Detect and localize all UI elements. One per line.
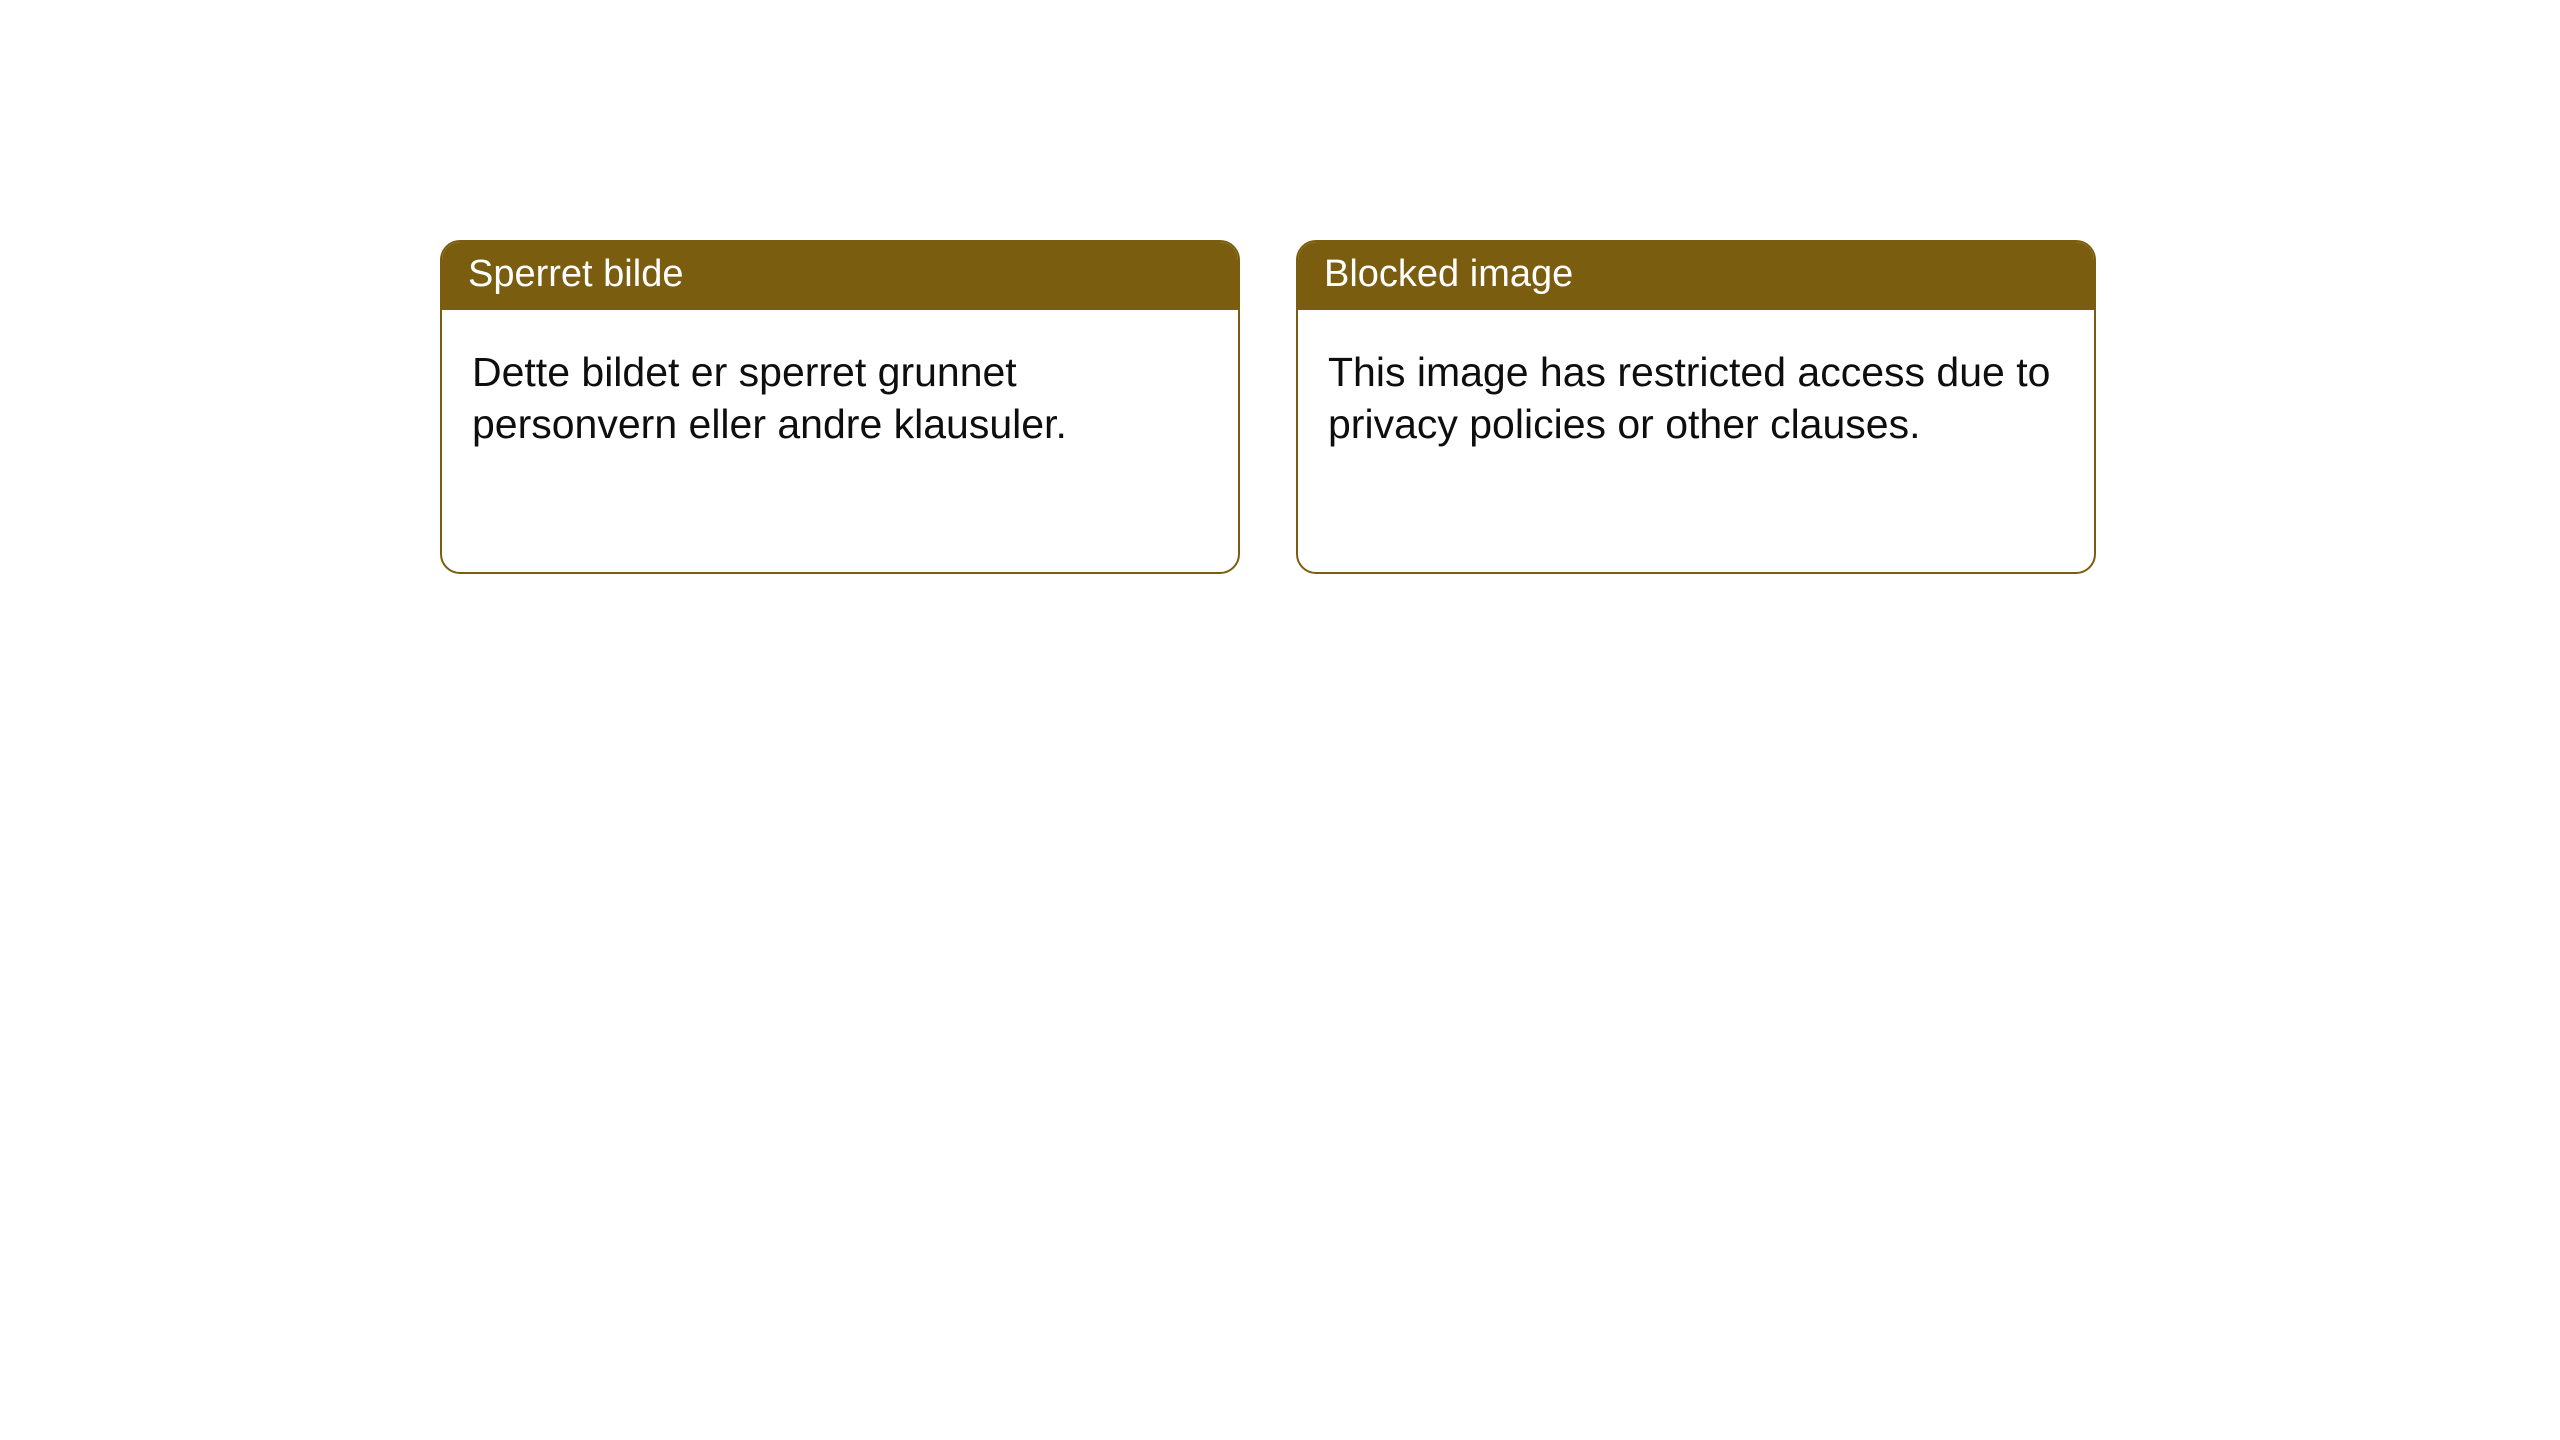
notice-container: Sperret bilde Dette bildet er sperret gr… bbox=[440, 240, 2096, 574]
notice-body-english: This image has restricted access due to … bbox=[1298, 310, 2094, 481]
notice-title-english: Blocked image bbox=[1298, 242, 2094, 310]
notice-body-norwegian: Dette bildet er sperret grunnet personve… bbox=[442, 310, 1238, 481]
notice-title-norwegian: Sperret bilde bbox=[442, 242, 1238, 310]
notice-card-english: Blocked image This image has restricted … bbox=[1296, 240, 2096, 574]
notice-card-norwegian: Sperret bilde Dette bildet er sperret gr… bbox=[440, 240, 1240, 574]
